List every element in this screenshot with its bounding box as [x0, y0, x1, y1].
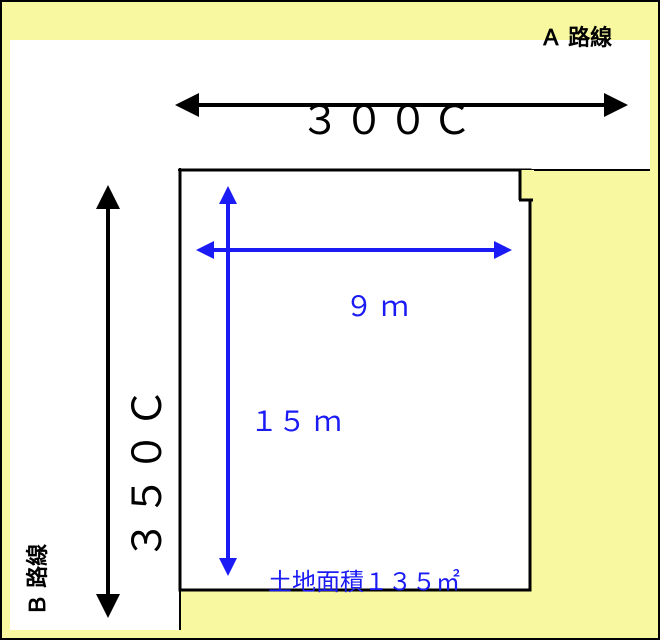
- width: ９ ｍ: [345, 285, 409, 325]
- a_road: Ａ 路線: [540, 20, 612, 52]
- height: １５ ｍ: [250, 400, 342, 440]
- left_value: ３５０Ｃ: [115, 384, 173, 560]
- b_road: Ｂ 路線: [20, 544, 52, 616]
- top_value: ３００Ｃ: [300, 88, 476, 146]
- diagram-canvas: Ａ 路線 Ｂ 路線 ３００Ｃ ３５０Ｃ ９ ｍ １５ ｍ 土地面積１３５㎡: [0, 0, 660, 640]
- area: 土地面積１３５㎡: [268, 562, 460, 597]
